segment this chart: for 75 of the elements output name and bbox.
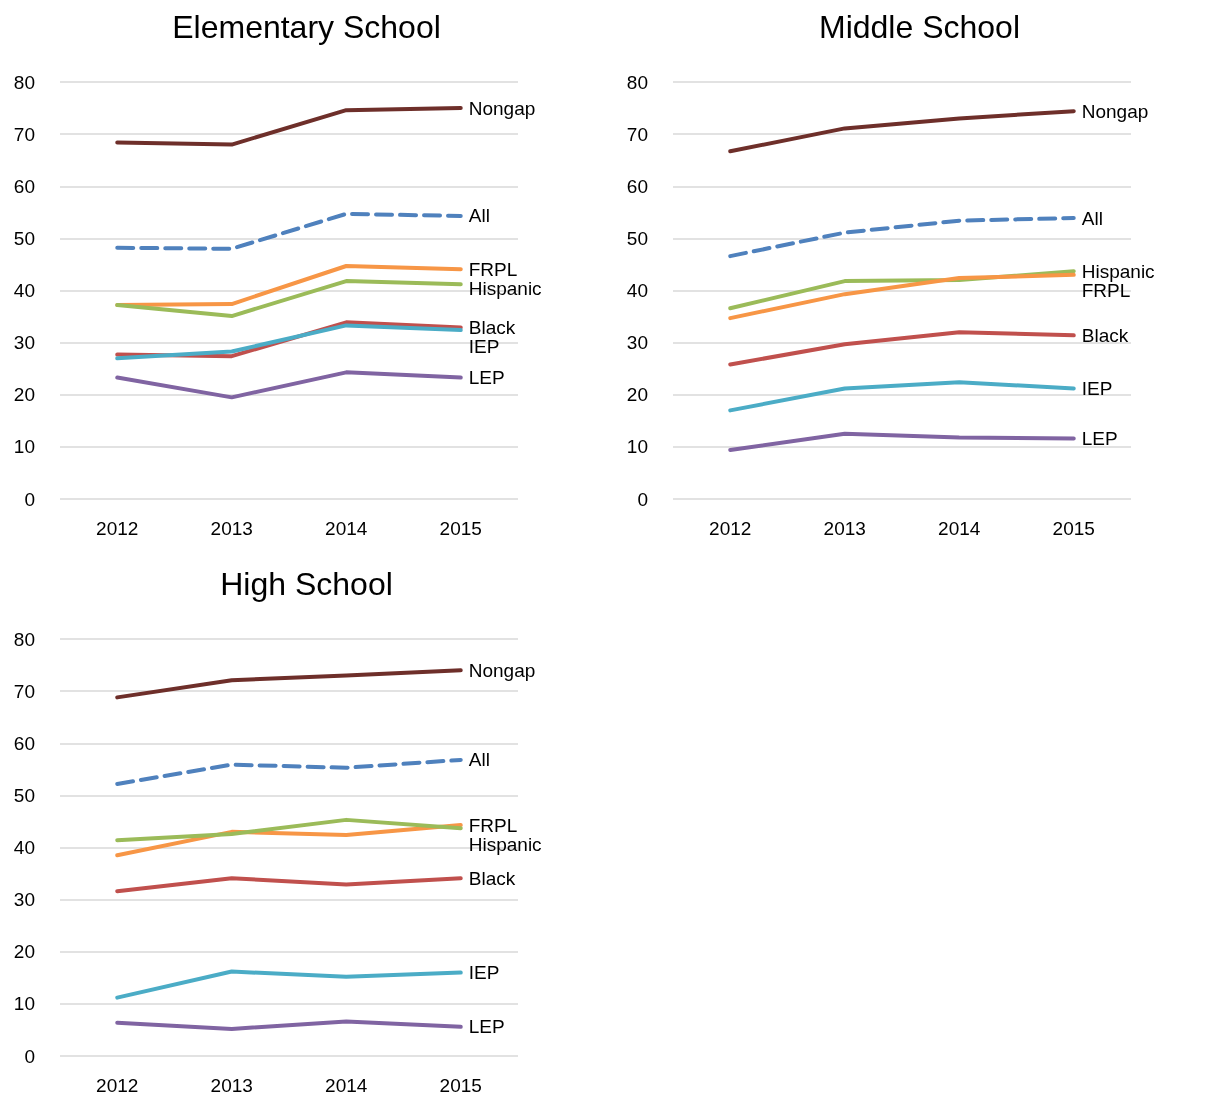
y-tick-label: 50 [13, 227, 35, 249]
series-label: Black [468, 867, 516, 889]
chart-title: High School [220, 566, 393, 602]
line-series [115, 757, 463, 786]
x-tick-label: 2013 [210, 1075, 253, 1096]
y-tick-label: 10 [13, 436, 35, 458]
line-series [728, 330, 1076, 367]
line-series [115, 817, 463, 843]
x-tick-label: 2013 [210, 518, 253, 539]
line-series [115, 969, 463, 1000]
y-tick-label: 60 [13, 732, 35, 754]
series-label: All [468, 749, 490, 771]
x-tick-label: 2013 [823, 518, 866, 539]
y-tick-label: 20 [13, 384, 35, 406]
y-tick-label: 0 [24, 488, 35, 510]
y-tick-label: 60 [13, 175, 35, 197]
series-label: FRPL [468, 258, 518, 280]
x-tick-label: 2012 [96, 1075, 139, 1096]
y-tick-label: 40 [13, 837, 35, 858]
y-tick-label: 40 [626, 280, 648, 301]
series-label: Black [468, 317, 516, 339]
y-tick-label: 50 [13, 784, 35, 806]
y-tick-label: 70 [13, 680, 35, 702]
y-tick-label: 0 [24, 1045, 35, 1067]
x-tick-label: 2014 [325, 518, 368, 539]
y-tick-label: 30 [626, 332, 648, 354]
x-tick-label: 2012 [96, 518, 139, 539]
y-tick-label: 40 [13, 280, 35, 301]
y-tick-label: 10 [626, 436, 648, 458]
line-series [115, 211, 463, 251]
y-tick-label: 50 [626, 227, 648, 249]
series-label: Black [1081, 324, 1129, 346]
y-tick-label: 80 [626, 71, 648, 93]
series-label: Hispanic [468, 277, 542, 299]
x-tick-label: 2014 [938, 518, 981, 539]
chart-title: Elementary School [172, 9, 441, 45]
series-label: Nongap [1081, 100, 1149, 122]
y-tick-label: 30 [13, 332, 35, 354]
series-label: Hispanic [1081, 260, 1155, 282]
line-series [115, 1019, 463, 1031]
series-label: LEP [468, 1016, 505, 1038]
line-series [728, 431, 1076, 452]
x-tick-label: 2015 [439, 518, 482, 539]
y-tick-label: 80 [13, 71, 35, 93]
series-label: Nongap [468, 659, 536, 681]
line-series [728, 272, 1076, 321]
series-label: IEP [468, 962, 500, 984]
line-series [728, 109, 1076, 154]
series-label: Nongap [468, 97, 536, 119]
y-tick-label: 20 [13, 941, 35, 963]
series-label: Hispanic [468, 833, 542, 855]
x-tick-label: 2012 [709, 518, 752, 539]
y-tick-label: 80 [13, 628, 35, 650]
x-tick-label: 2014 [325, 1075, 368, 1096]
line-series [728, 216, 1076, 259]
x-tick-label: 2015 [1052, 518, 1095, 539]
series-label: IEP [468, 336, 500, 358]
series-label: All [1081, 207, 1103, 229]
y-tick-label: 0 [637, 488, 648, 510]
series-label: All [468, 205, 490, 227]
line-series [115, 279, 463, 319]
line-series [115, 106, 463, 147]
series-label: IEP [1081, 377, 1113, 399]
y-tick-label: 70 [626, 123, 648, 145]
series-label: LEP [468, 367, 505, 389]
y-tick-label: 20 [626, 384, 648, 406]
y-tick-label: 30 [13, 889, 35, 911]
y-tick-label: 70 [13, 123, 35, 145]
series-label: LEP [1081, 428, 1118, 450]
y-tick-label: 60 [626, 175, 648, 197]
x-tick-label: 2015 [439, 1075, 482, 1096]
y-tick-label: 10 [13, 993, 35, 1015]
series-label: FRPL [468, 814, 518, 836]
line-series [115, 668, 463, 700]
chart-title: Middle School [819, 9, 1020, 45]
